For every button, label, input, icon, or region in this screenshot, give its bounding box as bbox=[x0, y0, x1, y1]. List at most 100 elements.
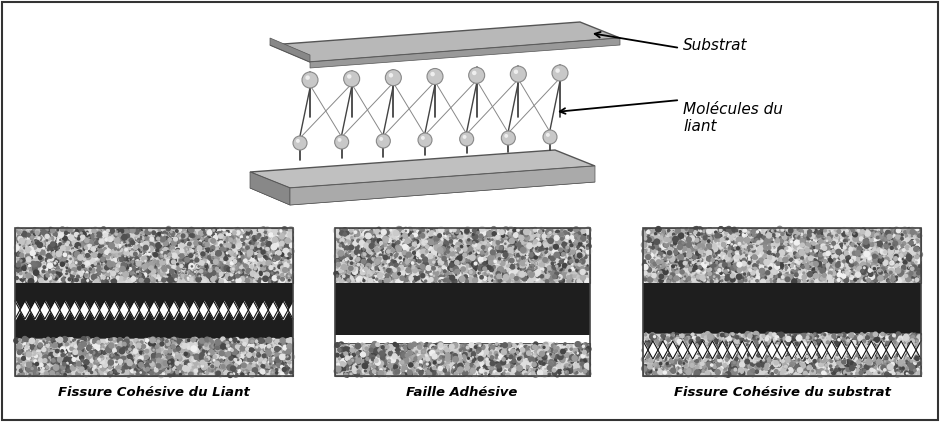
Circle shape bbox=[145, 354, 148, 357]
Circle shape bbox=[171, 271, 175, 275]
Circle shape bbox=[220, 342, 223, 345]
Circle shape bbox=[30, 242, 34, 245]
Circle shape bbox=[465, 349, 470, 354]
Circle shape bbox=[750, 241, 752, 243]
Circle shape bbox=[907, 229, 912, 234]
Circle shape bbox=[289, 227, 293, 232]
Circle shape bbox=[200, 373, 201, 375]
Circle shape bbox=[383, 371, 386, 374]
Circle shape bbox=[366, 346, 368, 348]
Circle shape bbox=[196, 370, 201, 374]
Circle shape bbox=[41, 254, 44, 257]
Circle shape bbox=[450, 267, 454, 271]
Circle shape bbox=[214, 368, 219, 373]
Circle shape bbox=[697, 368, 702, 373]
Circle shape bbox=[209, 271, 211, 272]
Circle shape bbox=[227, 249, 232, 255]
Circle shape bbox=[644, 348, 649, 353]
Circle shape bbox=[58, 342, 62, 346]
Circle shape bbox=[686, 237, 692, 242]
Circle shape bbox=[832, 280, 833, 281]
Circle shape bbox=[20, 242, 22, 243]
Circle shape bbox=[580, 360, 583, 362]
Circle shape bbox=[102, 279, 106, 284]
Circle shape bbox=[483, 250, 486, 252]
Circle shape bbox=[841, 362, 843, 363]
Circle shape bbox=[739, 248, 740, 250]
Circle shape bbox=[359, 260, 360, 262]
Circle shape bbox=[165, 368, 169, 372]
Circle shape bbox=[792, 343, 796, 347]
Circle shape bbox=[180, 368, 183, 371]
Circle shape bbox=[426, 238, 431, 243]
Circle shape bbox=[401, 230, 403, 231]
Circle shape bbox=[30, 256, 34, 260]
Circle shape bbox=[905, 270, 908, 273]
Circle shape bbox=[274, 259, 278, 264]
Circle shape bbox=[43, 246, 45, 248]
Circle shape bbox=[815, 254, 817, 257]
Circle shape bbox=[489, 344, 492, 347]
Circle shape bbox=[854, 341, 856, 344]
Circle shape bbox=[904, 247, 909, 252]
Circle shape bbox=[821, 234, 824, 237]
Circle shape bbox=[761, 240, 762, 242]
Circle shape bbox=[80, 355, 84, 360]
Circle shape bbox=[158, 237, 160, 238]
Circle shape bbox=[486, 361, 491, 366]
Circle shape bbox=[785, 277, 790, 282]
Circle shape bbox=[246, 355, 252, 360]
Circle shape bbox=[356, 251, 361, 256]
Circle shape bbox=[120, 339, 122, 340]
Circle shape bbox=[556, 239, 561, 244]
Circle shape bbox=[445, 251, 446, 253]
Circle shape bbox=[787, 368, 790, 371]
Circle shape bbox=[898, 359, 902, 364]
Circle shape bbox=[535, 345, 538, 347]
Circle shape bbox=[914, 338, 918, 343]
Circle shape bbox=[725, 371, 726, 373]
Circle shape bbox=[908, 230, 913, 234]
Circle shape bbox=[376, 241, 380, 245]
Circle shape bbox=[496, 354, 498, 356]
Circle shape bbox=[460, 277, 464, 282]
Circle shape bbox=[916, 257, 920, 262]
Circle shape bbox=[835, 369, 840, 375]
Circle shape bbox=[152, 370, 157, 376]
Circle shape bbox=[394, 240, 395, 242]
Circle shape bbox=[753, 331, 759, 337]
Circle shape bbox=[840, 240, 842, 241]
Circle shape bbox=[120, 346, 124, 349]
Circle shape bbox=[457, 248, 461, 251]
Circle shape bbox=[801, 269, 806, 274]
Circle shape bbox=[118, 268, 120, 270]
Circle shape bbox=[279, 343, 280, 344]
Circle shape bbox=[659, 275, 660, 276]
Circle shape bbox=[522, 362, 527, 367]
Circle shape bbox=[145, 353, 148, 357]
Circle shape bbox=[787, 243, 789, 245]
Circle shape bbox=[729, 261, 733, 265]
Circle shape bbox=[572, 347, 577, 352]
Circle shape bbox=[710, 273, 715, 278]
Circle shape bbox=[859, 237, 862, 241]
Circle shape bbox=[274, 260, 277, 264]
Circle shape bbox=[90, 352, 93, 354]
Circle shape bbox=[454, 358, 455, 360]
Circle shape bbox=[536, 277, 538, 279]
Circle shape bbox=[130, 249, 133, 253]
Circle shape bbox=[171, 278, 172, 280]
Circle shape bbox=[281, 273, 285, 277]
Circle shape bbox=[558, 233, 560, 235]
Circle shape bbox=[474, 274, 477, 277]
Circle shape bbox=[60, 368, 66, 373]
Circle shape bbox=[572, 237, 577, 242]
Circle shape bbox=[107, 278, 108, 279]
Circle shape bbox=[697, 241, 702, 247]
Circle shape bbox=[176, 278, 177, 279]
Circle shape bbox=[220, 246, 225, 251]
Circle shape bbox=[779, 340, 782, 343]
Circle shape bbox=[266, 360, 268, 361]
Circle shape bbox=[831, 360, 836, 365]
Circle shape bbox=[820, 251, 822, 252]
